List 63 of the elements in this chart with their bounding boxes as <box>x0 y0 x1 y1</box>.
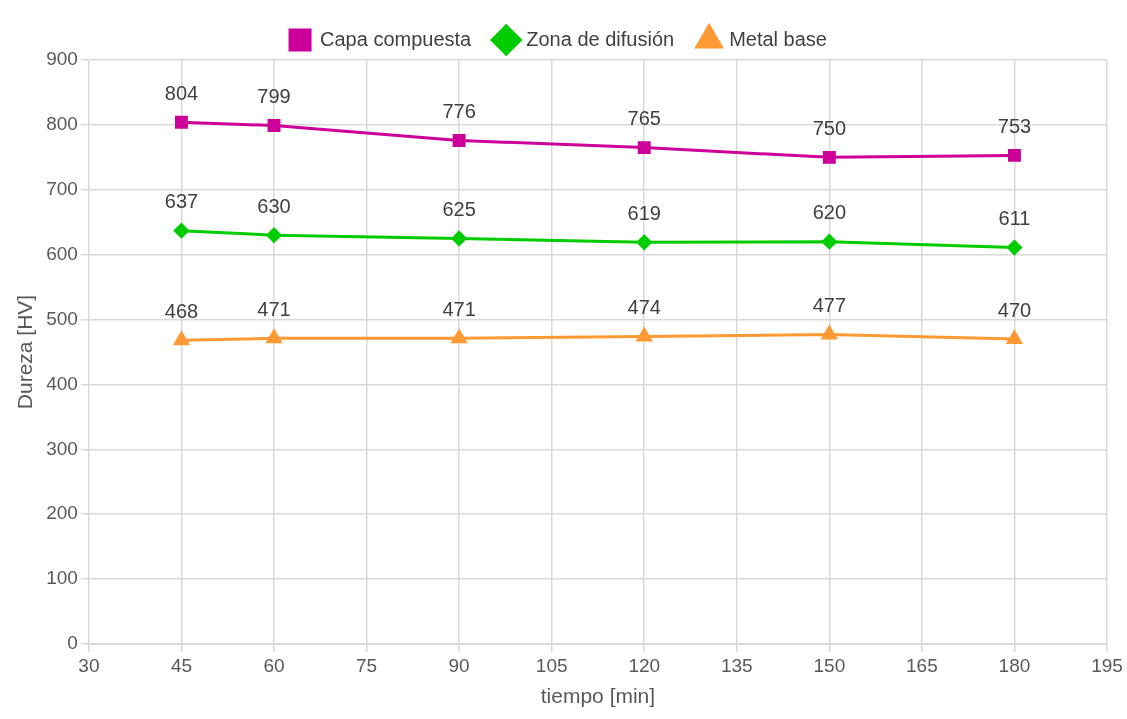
x-tick-label: 105 <box>535 654 568 676</box>
y-tick-label: 500 <box>46 307 78 329</box>
data-label: 619 <box>627 201 661 224</box>
data-label: 637 <box>164 190 199 213</box>
point <box>451 230 467 246</box>
point <box>173 331 190 346</box>
y-tick-label: 0 <box>67 632 78 654</box>
point <box>173 223 189 239</box>
data-label: 477 <box>812 294 847 316</box>
point <box>1006 330 1023 345</box>
point <box>636 234 652 250</box>
data-label: 471 <box>257 297 291 320</box>
point <box>1006 240 1022 256</box>
x-axis-title: tiempo [min] <box>540 684 656 708</box>
data-label: 470 <box>997 298 1032 321</box>
point <box>636 327 652 342</box>
data-label: 630 <box>257 194 291 217</box>
legend-label: Zona de difusión <box>526 27 675 50</box>
y-tick-label: 700 <box>46 178 78 200</box>
data-label: 620 <box>812 201 847 224</box>
point <box>821 234 837 250</box>
data-label: 799 <box>257 85 291 108</box>
data-label: 765 <box>627 107 661 130</box>
point <box>822 150 836 164</box>
data-label: 611 <box>998 207 1031 230</box>
x-tick-label: 30 <box>78 654 100 676</box>
data-label: 468 <box>164 299 199 322</box>
point <box>451 329 467 344</box>
legend-label: Capa compuesta <box>320 27 473 50</box>
data-label: 753 <box>997 114 1032 137</box>
point <box>175 115 188 129</box>
y-axis-title: Dureza [HV] <box>13 294 37 410</box>
x-tick-label: 60 <box>263 654 285 676</box>
x-tick-label: 120 <box>628 654 661 676</box>
legend-label: Metal base <box>729 27 827 50</box>
x-tick-label: 180 <box>998 654 1031 676</box>
y-tick-label: 300 <box>46 437 78 459</box>
y-tick-label: 800 <box>46 113 78 135</box>
point <box>266 227 282 243</box>
data-label: 750 <box>812 116 847 139</box>
data-label: 776 <box>442 99 476 122</box>
x-tick-label: 135 <box>720 654 753 676</box>
x-tick-label: 75 <box>355 654 378 676</box>
point <box>1008 148 1021 162</box>
data-label: 625 <box>442 197 476 220</box>
y-tick-label: 200 <box>46 502 78 524</box>
point <box>267 119 281 132</box>
y-tick-label: 100 <box>46 567 78 589</box>
y-tick-label: 600 <box>46 242 78 264</box>
data-label: 804 <box>164 81 199 104</box>
point <box>637 141 651 155</box>
y-tick-label: 900 <box>46 48 78 70</box>
y-tick-label: 400 <box>46 372 78 394</box>
point <box>452 134 466 147</box>
x-tick-label: 165 <box>906 654 938 676</box>
point <box>821 325 837 340</box>
x-tick-label: 195 <box>1091 654 1123 676</box>
data-label: 474 <box>627 295 661 318</box>
x-tick-label: 90 <box>448 654 470 676</box>
point <box>266 329 282 344</box>
x-tick-label: 45 <box>170 654 193 676</box>
x-tick-label: 150 <box>813 654 846 676</box>
data-label: 471 <box>442 297 476 320</box>
